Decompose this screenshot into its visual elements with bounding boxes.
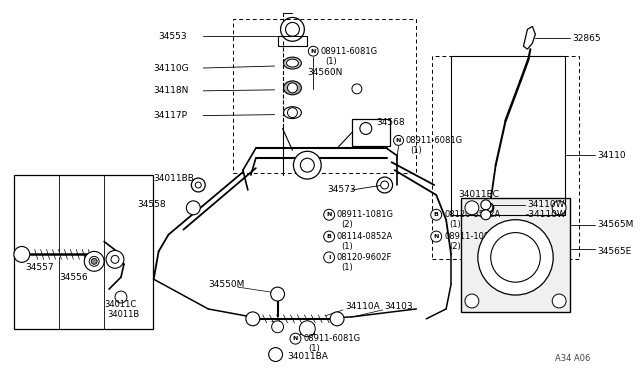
- Text: 34118N: 34118N: [154, 86, 189, 95]
- Bar: [300, 324, 314, 334]
- Circle shape: [431, 209, 442, 220]
- Ellipse shape: [287, 59, 298, 67]
- Circle shape: [330, 312, 344, 326]
- Circle shape: [324, 252, 335, 263]
- Text: N: N: [396, 138, 401, 143]
- Text: 34565E: 34565E: [597, 247, 631, 256]
- Bar: [14, 175, 153, 329]
- Text: (1): (1): [410, 146, 422, 155]
- Circle shape: [106, 250, 124, 268]
- Circle shape: [431, 231, 442, 242]
- Text: 34011C: 34011C: [104, 301, 136, 310]
- Bar: [461, 198, 570, 312]
- Circle shape: [294, 151, 321, 179]
- Text: 08911-6081G: 08911-6081G: [303, 334, 360, 343]
- Bar: [233, 19, 417, 173]
- Circle shape: [484, 203, 493, 213]
- Text: 34553: 34553: [159, 32, 188, 41]
- Bar: [278, 36, 307, 46]
- Text: (1): (1): [341, 263, 353, 272]
- Text: 34117P: 34117P: [154, 111, 188, 120]
- Text: 34568: 34568: [377, 118, 405, 127]
- Text: 34110G: 34110G: [154, 64, 189, 73]
- Text: (1): (1): [449, 220, 461, 229]
- Bar: [432, 56, 579, 259]
- Text: 34110A: 34110A: [345, 302, 380, 311]
- Circle shape: [271, 321, 284, 333]
- Text: 08114-0852A: 08114-0852A: [336, 232, 392, 241]
- Circle shape: [287, 83, 298, 93]
- Ellipse shape: [284, 57, 301, 69]
- Circle shape: [271, 287, 285, 301]
- Text: 34573: 34573: [327, 186, 356, 195]
- Text: 34550M: 34550M: [208, 280, 244, 289]
- Circle shape: [89, 256, 99, 266]
- Text: 34558: 34558: [137, 201, 165, 209]
- Ellipse shape: [284, 81, 301, 95]
- Circle shape: [195, 182, 201, 188]
- Text: N: N: [326, 212, 332, 217]
- Circle shape: [300, 321, 316, 337]
- Circle shape: [552, 294, 566, 308]
- Text: I: I: [328, 255, 330, 260]
- Text: (1): (1): [325, 57, 337, 65]
- Text: N: N: [292, 336, 298, 341]
- Circle shape: [478, 220, 553, 295]
- Text: 34557: 34557: [25, 263, 53, 272]
- Text: A34 A06: A34 A06: [555, 354, 591, 363]
- Text: 32865: 32865: [572, 34, 601, 43]
- Circle shape: [246, 312, 260, 326]
- Circle shape: [290, 333, 301, 344]
- Circle shape: [324, 231, 335, 242]
- Text: 34103: 34103: [385, 302, 413, 311]
- Bar: [451, 56, 565, 215]
- Circle shape: [14, 247, 29, 262]
- Text: 08120-9602F: 08120-9602F: [336, 253, 392, 262]
- Text: 34110W: 34110W: [527, 201, 565, 209]
- Text: 34110: 34110: [597, 151, 625, 160]
- Text: 34565M: 34565M: [597, 220, 633, 229]
- Text: 34011B: 34011B: [107, 310, 140, 320]
- Text: B: B: [326, 234, 332, 239]
- Text: 34011BC: 34011BC: [458, 190, 499, 199]
- Circle shape: [352, 84, 362, 94]
- Text: 08911-6081G: 08911-6081G: [320, 46, 378, 56]
- Text: -34110W: -34110W: [525, 210, 566, 219]
- Circle shape: [481, 200, 491, 210]
- Text: (2): (2): [341, 220, 353, 229]
- Text: 08911-1082G: 08911-1082G: [444, 232, 501, 241]
- Circle shape: [92, 259, 97, 264]
- Circle shape: [191, 178, 205, 192]
- Circle shape: [308, 46, 318, 56]
- Text: B: B: [434, 212, 438, 217]
- Text: N: N: [433, 234, 439, 239]
- Circle shape: [324, 209, 335, 220]
- Text: 34556: 34556: [60, 273, 88, 282]
- Text: 08911-1081G: 08911-1081G: [336, 210, 393, 219]
- Text: 34011BB: 34011BB: [154, 174, 195, 183]
- Circle shape: [186, 201, 200, 215]
- Circle shape: [115, 291, 127, 303]
- Circle shape: [394, 135, 403, 145]
- Text: (2): (2): [449, 242, 461, 251]
- Bar: [352, 119, 390, 146]
- Circle shape: [465, 294, 479, 308]
- Circle shape: [484, 204, 493, 212]
- Polygon shape: [524, 26, 535, 49]
- Circle shape: [481, 210, 491, 220]
- Text: (1): (1): [308, 344, 320, 353]
- Circle shape: [84, 251, 104, 271]
- Text: 08120-8502A: 08120-8502A: [444, 210, 500, 219]
- Circle shape: [552, 201, 566, 215]
- Text: 34011BA: 34011BA: [287, 352, 328, 361]
- Text: N: N: [310, 49, 316, 54]
- Circle shape: [465, 201, 479, 215]
- Text: (1): (1): [341, 242, 353, 251]
- Text: 08911-6081G: 08911-6081G: [406, 136, 463, 145]
- Circle shape: [381, 181, 388, 189]
- Text: 34560N: 34560N: [307, 68, 342, 77]
